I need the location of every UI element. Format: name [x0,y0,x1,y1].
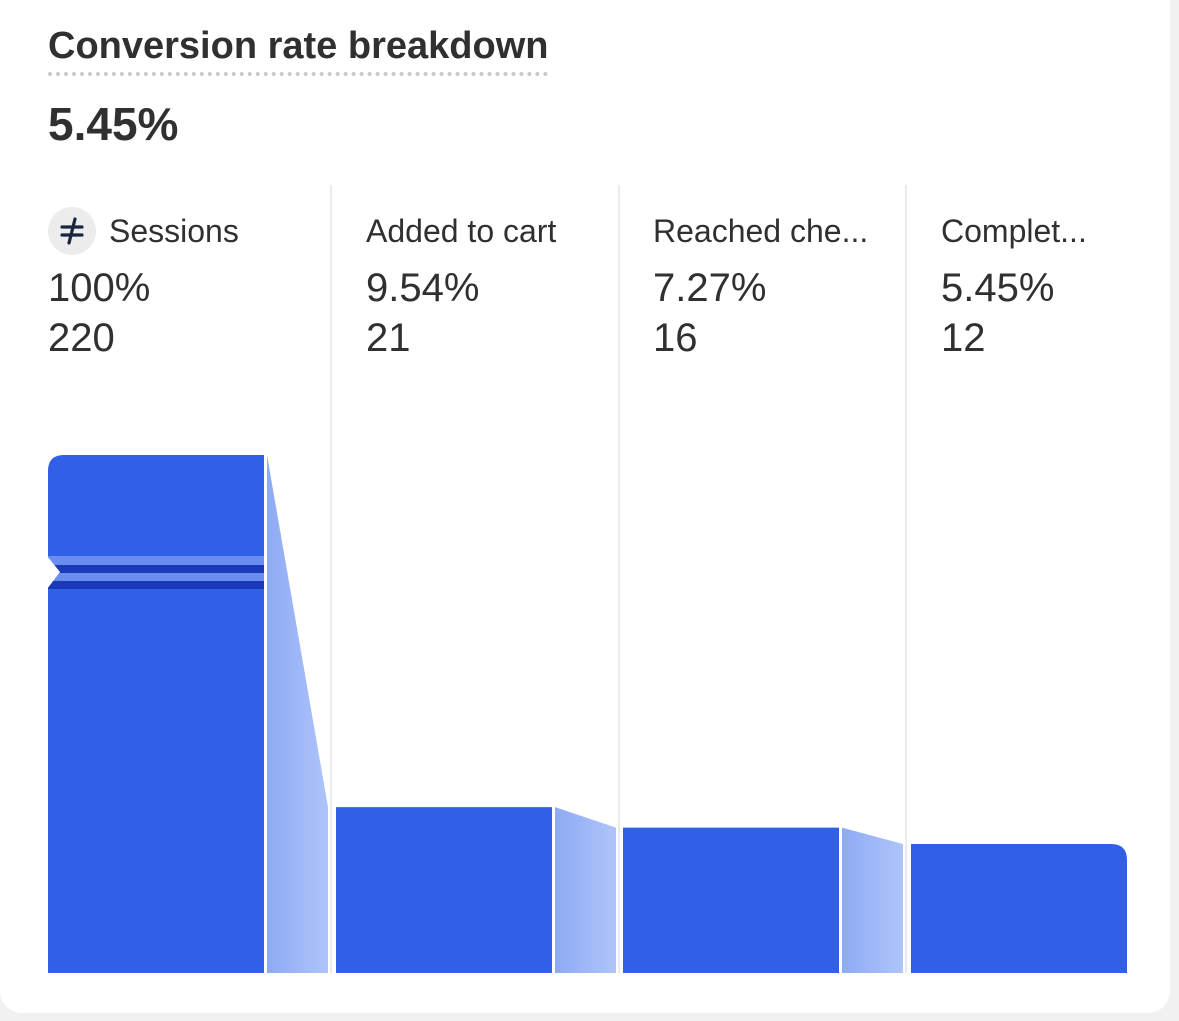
total-conversion-rate: 5.45% [48,98,179,150]
stage-count: 16 [653,316,698,360]
stage-column-added-to-cart: Added to cart 9.54% 21 [366,205,616,363]
stage-label: Complet... [941,212,1087,249]
funnel-connector-0 [267,455,328,973]
funnel-bar-1[interactable] [336,807,552,973]
stage-label: Reached che... [653,212,869,249]
stage-percent: 7.27% [653,266,767,310]
funnel-bar-2[interactable] [623,827,839,973]
stage-column-completed: Complet... 5.45% 12 [941,205,1179,363]
stage-header: Added to cart [366,205,616,257]
stage-label: Sessions [109,212,239,249]
axis-break-mark [47,556,264,589]
funnel-connector-2 [842,827,903,973]
stage-percent: 100% [48,266,151,310]
slashed-equals-icon [48,207,96,255]
stage-column-reached-checkout: Reached che... 7.27% 16 [653,205,903,363]
card-title[interactable]: Conversion rate breakdown [48,24,549,76]
stage-count: 12 [941,316,986,360]
stage-count: 220 [48,316,115,360]
stage-column-sessions: Sessions 100% 220 [48,205,298,363]
funnel-bar-3[interactable] [911,844,1127,973]
stage-label: Added to cart [366,212,557,249]
funnel-bar-0[interactable] [48,455,264,973]
stage-count: 21 [366,316,411,360]
stage-header: Sessions [48,205,298,257]
stage-header: Complet... [941,205,1179,257]
column-divider [905,185,907,973]
funnel-connector-1 [555,807,616,973]
column-divider [330,185,332,973]
stage-percent: 5.45% [941,266,1055,310]
stage-header: Reached che... [653,205,903,257]
column-divider [618,185,620,973]
stage-percent: 9.54% [366,266,480,310]
